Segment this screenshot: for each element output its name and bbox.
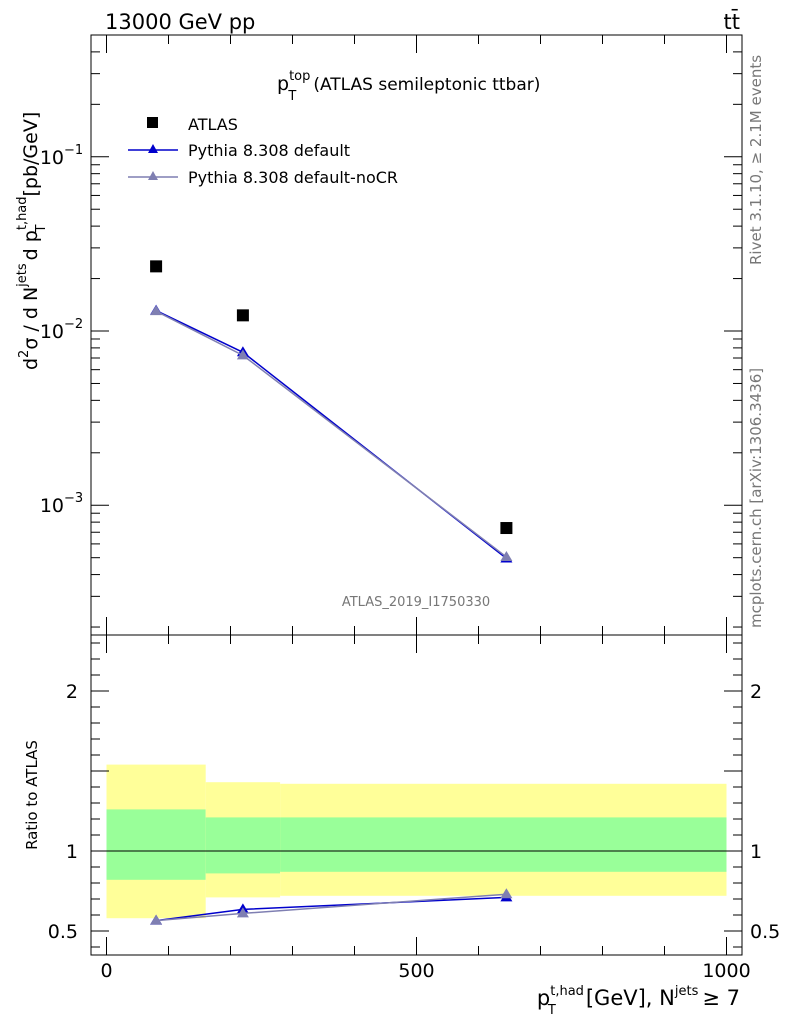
x-axis-title: pt,had T [GeV], Njets ≥ 7	[537, 984, 740, 1018]
x-tick-label: 500	[398, 960, 434, 982]
ratio-y-tick-label-right: 2	[750, 681, 762, 703]
series-line-2	[155, 310, 507, 558]
ratio-y-tick-label-right: 1	[750, 841, 762, 863]
title-sub: T	[287, 89, 296, 104]
rivet-version-label: Rivet 3.1.10, ≥ 2.1M events	[747, 55, 765, 265]
legend-label-pythia-nocr: Pythia 8.308 default-noCR	[188, 168, 398, 187]
xlabel-p: p	[537, 986, 550, 1010]
y-tick-label: 10	[40, 147, 64, 169]
title-rest: (ATLAS semileptonic ttbar)	[313, 75, 540, 95]
legend-marker-atlas	[147, 117, 158, 128]
ratio-series-line-0	[156, 896, 507, 922]
atlas-data-point	[500, 522, 513, 535]
ratio-y-axis-title: Ratio to ATLAS	[23, 740, 41, 850]
legend-label-atlas: ATLAS	[188, 115, 238, 134]
ylabel-part-dp: d p	[20, 230, 42, 260]
series-line-1	[155, 309, 507, 560]
ratio-series-point-1	[500, 888, 513, 899]
xlabel-rest: [GeV], N	[586, 986, 675, 1010]
y-tick-label-exponent: −3	[64, 491, 83, 506]
uncertainty-band-green	[205, 817, 281, 874]
ratio-series-point-1	[150, 914, 163, 925]
energy-label: 13000 GeV pp	[105, 10, 255, 34]
uncertainty-band-green	[280, 817, 727, 872]
plot-title: ptop T (ATLAS semileptonic ttbar)	[277, 69, 540, 104]
ratio-y-tick-label-left: 2	[66, 681, 78, 703]
xlabel-sup-thad: t,had	[550, 984, 584, 999]
y-tick-label-exponent: −1	[64, 143, 83, 158]
atlas-data-point	[236, 309, 249, 322]
x-tick-label: 1000	[702, 960, 750, 982]
ratio-y-tick-label-left: 0.5	[48, 921, 78, 943]
main-y-axis-title: d2σ / d Njets d pt,had T [pb/GeV]	[15, 112, 49, 370]
legend-label-pythia-default: Pythia 8.308 default	[188, 141, 350, 160]
y-tick-label-exponent: −2	[64, 317, 83, 332]
ylabel-part-d: d	[20, 358, 42, 370]
ratio-y-tick-label-right: 0.5	[750, 921, 780, 943]
xlabel-sub-t: T	[547, 1003, 556, 1018]
xlabel-tail: ≥ 7	[702, 986, 740, 1010]
process-label: tt̄	[724, 9, 740, 34]
ylabel-sup-thad: t,had	[15, 196, 30, 230]
series-point-2	[236, 349, 249, 360]
y-tick-label: 10	[40, 495, 64, 517]
xlabel-sup-jets: jets	[674, 984, 699, 999]
ratio-y-tick-label-left: 1	[66, 841, 78, 863]
analysis-id-label: ATLAS_2019_I1750330	[342, 595, 490, 610]
ratio-series-point-1	[236, 907, 249, 918]
ylabel-sub-t: T	[34, 224, 49, 233]
legend-marker-pythia-nocr	[148, 171, 158, 180]
y-tick-label: 10	[40, 321, 64, 343]
title-sup: top	[289, 69, 310, 84]
ratio-plot-panel: 0.5 0.5 1 1 2 2 0 500 1000	[48, 634, 780, 982]
title-p: p	[277, 73, 289, 95]
x-tick-label: 0	[100, 960, 112, 982]
series-point-2	[500, 550, 513, 561]
ylabel-unit: [pb/GeV]	[20, 112, 42, 197]
ylabel-part-sigma: σ / d N	[20, 287, 42, 350]
ylabel-sup-2: 2	[17, 350, 32, 358]
ylabel-sup-jets: jets	[15, 263, 30, 288]
legend-marker-pythia-default	[148, 144, 158, 153]
uncertainty-band-green	[106, 809, 206, 880]
ratio-series-line-1	[156, 893, 507, 922]
atlas-data-point	[150, 260, 163, 273]
legend: ATLAS Pythia 8.308 default Pythia 8.308 …	[128, 115, 398, 187]
main-plot-panel: 10−110−210−3 ptop T(ATLAS semileptonic tt…	[40, 34, 743, 636]
mcplots-label: mcplots.cern.ch [arXiv:1306.3436]	[747, 368, 765, 628]
series-point-2	[150, 305, 163, 316]
